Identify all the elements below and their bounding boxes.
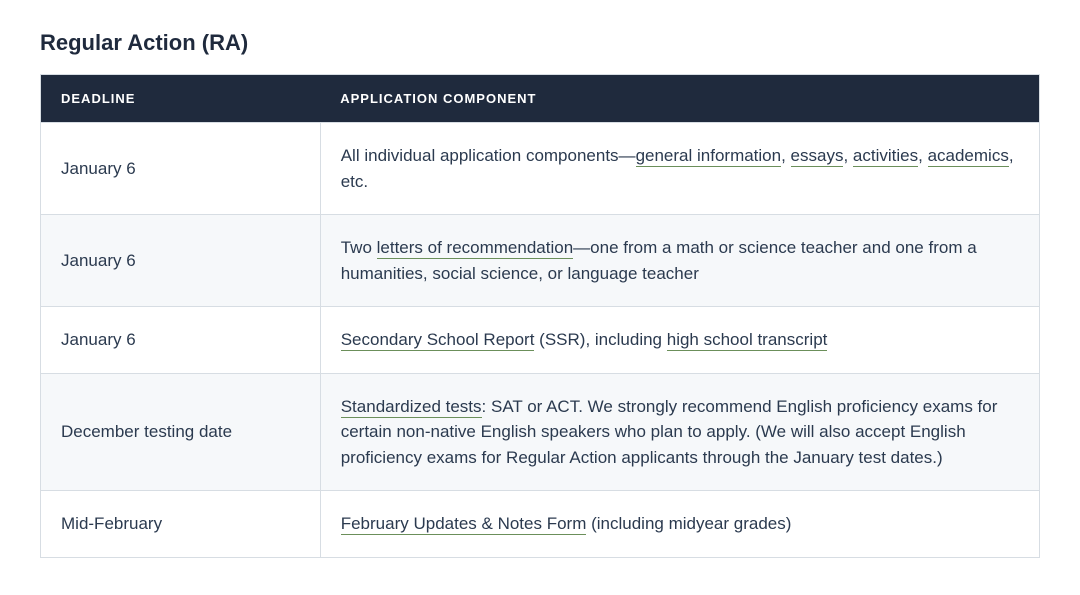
link-text[interactable]: academics [928,146,1009,167]
cell-deadline: January 6 [41,307,321,374]
cell-component: All individual application components—ge… [320,123,1039,215]
table-row: January 6Two letters of recommendation—o… [41,215,1040,307]
plain-text: Two [341,238,377,257]
cell-deadline: Mid-February [41,491,321,558]
link-text[interactable]: general information [636,146,782,167]
link-text[interactable]: essays [791,146,844,167]
plain-text: , [918,146,927,165]
header-deadline: DEADLINE [41,75,321,123]
link-text[interactable]: Standardized tests [341,397,482,418]
plain-text: (SSR), including [534,330,666,349]
plain-text: , [781,146,790,165]
link-text[interactable]: Secondary School Report [341,330,535,351]
table-row: January 6All individual application comp… [41,123,1040,215]
link-text[interactable]: February Updates & Notes Form [341,514,587,535]
table-row: January 6Secondary School Report (SSR), … [41,307,1040,374]
table-row: Mid-FebruaryFebruary Updates & Notes For… [41,491,1040,558]
deadlines-table: DEADLINE APPLICATION COMPONENT January 6… [40,74,1040,558]
table-body: January 6All individual application comp… [41,123,1040,558]
link-text[interactable]: high school transcript [667,330,828,351]
plain-text: (including midyear grades) [586,514,791,533]
cell-component: Standardized tests: SAT or ACT. We stron… [320,373,1039,491]
table-header-row: DEADLINE APPLICATION COMPONENT [41,75,1040,123]
cell-component: Two letters of recommendation—one from a… [320,215,1039,307]
page-title: Regular Action (RA) [40,30,1040,56]
cell-deadline: January 6 [41,123,321,215]
plain-text: All individual application components— [341,146,636,165]
cell-component: February Updates & Notes Form (including… [320,491,1039,558]
cell-deadline: December testing date [41,373,321,491]
header-component: APPLICATION COMPONENT [320,75,1039,123]
cell-deadline: January 6 [41,215,321,307]
table-row: December testing dateStandardized tests:… [41,373,1040,491]
link-text[interactable]: letters of recommendation [377,238,574,259]
link-text[interactable]: activities [853,146,918,167]
cell-component: Secondary School Report (SSR), including… [320,307,1039,374]
plain-text: , [843,146,852,165]
